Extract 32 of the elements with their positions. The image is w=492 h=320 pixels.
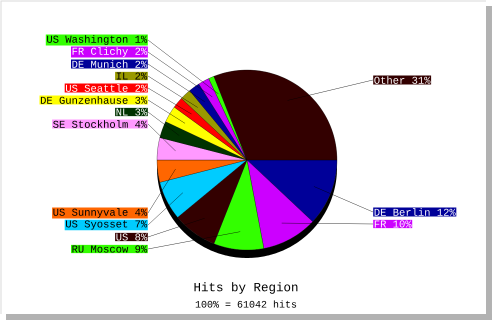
- data-label: 31%: [412, 76, 431, 84]
- slice-label: US Syosset: [66, 220, 128, 230]
- data-label: 10%: [393, 220, 412, 228]
- data-label: 3%: [135, 96, 148, 104]
- data-label: 9%: [135, 245, 148, 253]
- text: Hits by Region: [194, 282, 298, 294]
- slice-label: IL: [116, 72, 128, 80]
- data-label: 1%: [135, 36, 148, 43]
- slice-label: FR: [374, 220, 386, 228]
- slice-label: FR Clichy: [72, 47, 128, 57]
- slice-label: SE Stockholm: [53, 120, 128, 128]
- slice-label: US Sunnyvale: [53, 208, 128, 218]
- slice-label: DE Gunzenhause: [40, 96, 128, 104]
- text: 100% = 61042 hits: [196, 300, 296, 308]
- slice-label: DE Berlin: [374, 208, 430, 216]
- data-label: 7%: [135, 220, 148, 228]
- slice-label: Other: [374, 76, 404, 84]
- slice-label: US: [116, 233, 128, 241]
- data-label: 3%: [135, 108, 148, 116]
- data-label: 4%: [135, 208, 148, 216]
- data-label: 2%: [135, 84, 148, 92]
- slice-label: NL: [116, 108, 128, 116]
- slice-label: RU Moscow: [72, 246, 128, 253]
- data-label: 8%: [135, 233, 148, 241]
- data-label: 12%: [438, 208, 456, 216]
- data-label: 2%: [135, 48, 148, 55]
- data-label: 2%: [135, 60, 148, 68]
- data-label: 4%: [135, 120, 148, 128]
- slice-label: US Washington: [47, 35, 128, 45]
- slice-label: US Seattle: [66, 84, 128, 92]
- slice-label: DE Munich: [72, 60, 128, 68]
- data-label: 2%: [135, 72, 148, 80]
